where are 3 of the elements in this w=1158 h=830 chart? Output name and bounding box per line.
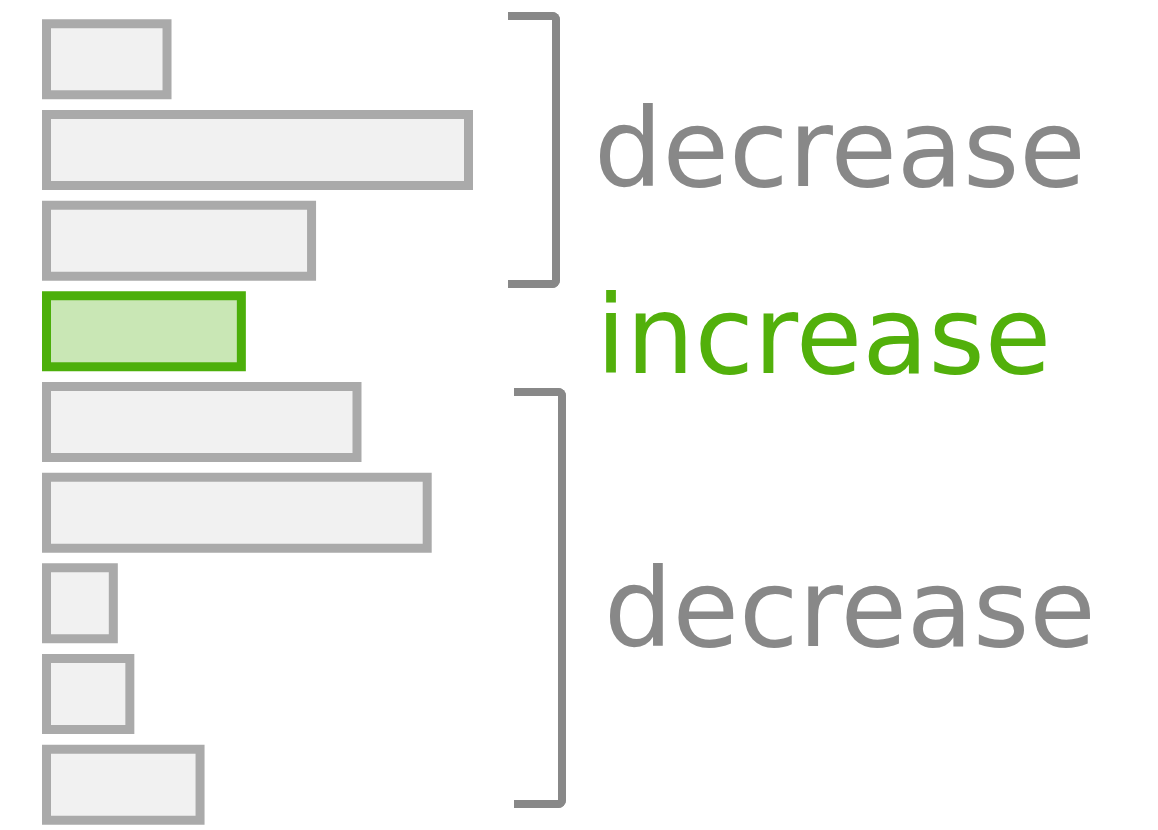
text: increase (596, 273, 1052, 398)
text: decrease (594, 86, 1086, 211)
text: decrease (604, 546, 1096, 671)
